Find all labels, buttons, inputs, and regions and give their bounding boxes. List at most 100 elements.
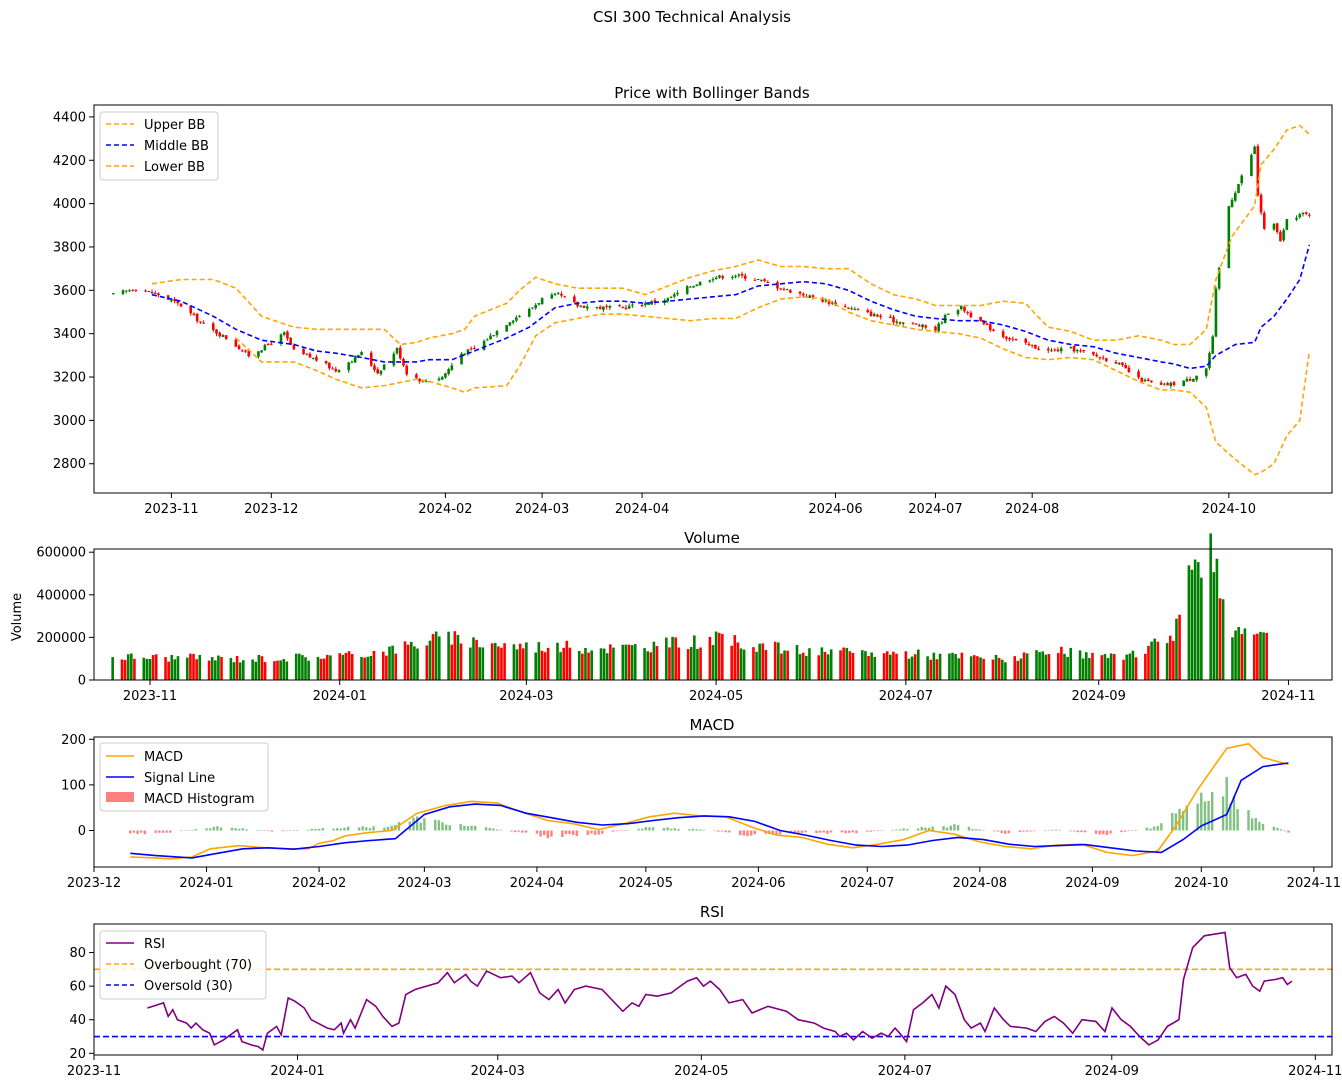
volume-bar bbox=[845, 647, 849, 680]
volume-bar bbox=[406, 644, 410, 680]
macd-histogram-bar bbox=[953, 824, 956, 831]
price-candle bbox=[618, 304, 621, 306]
volume-bar bbox=[1078, 650, 1082, 680]
p3-y-tick-label: 40 bbox=[69, 1013, 86, 1028]
price-candle bbox=[247, 350, 251, 357]
macd-histogram-bar bbox=[194, 829, 197, 831]
volume-bar bbox=[786, 650, 789, 680]
price-candle bbox=[585, 306, 589, 309]
macd-histogram-bar bbox=[1054, 829, 1058, 831]
volume-bar bbox=[1196, 562, 1200, 680]
macd-histogram-bar bbox=[241, 828, 245, 831]
price-candle bbox=[847, 307, 850, 309]
volume-bar bbox=[1240, 633, 1244, 680]
volume-bar bbox=[717, 632, 721, 680]
volume-bar bbox=[1215, 558, 1219, 680]
price-candle bbox=[1217, 268, 1221, 289]
price-candle bbox=[776, 282, 779, 289]
price-candle bbox=[921, 324, 924, 328]
macd-histogram-bar bbox=[317, 828, 321, 831]
p1-x-tick-label: 2024-03 bbox=[499, 689, 553, 704]
volume-bar bbox=[456, 634, 460, 680]
legend-middle-bb: Middle BB bbox=[144, 139, 209, 154]
macd-histogram-bar bbox=[179, 830, 183, 832]
volume-bar bbox=[904, 651, 908, 680]
volume-bar bbox=[1165, 643, 1169, 680]
macd-histogram-bar bbox=[1007, 830, 1011, 834]
volume-bar bbox=[207, 660, 211, 680]
price-candle bbox=[482, 340, 486, 350]
macd-histogram-bar bbox=[855, 830, 858, 834]
legend-signal-line: Signal Line bbox=[144, 771, 215, 786]
volume-bar bbox=[385, 655, 388, 680]
volume-bar bbox=[251, 659, 254, 680]
price-candle bbox=[785, 289, 789, 291]
volume-bar bbox=[167, 661, 170, 680]
p1-x-tick-label: 2024-05 bbox=[689, 689, 743, 704]
macd-histogram-bar bbox=[724, 830, 727, 833]
price-candle bbox=[241, 350, 244, 352]
volume-y-axis-label: Volume bbox=[10, 593, 25, 641]
macd-histogram-bar bbox=[800, 830, 804, 833]
price-candle bbox=[360, 352, 363, 355]
volume-bar bbox=[926, 656, 929, 680]
price-candle bbox=[1195, 375, 1198, 380]
p0-y-tick-label: 3600 bbox=[53, 284, 86, 299]
macd-histogram-bar bbox=[891, 829, 894, 831]
volume-bar bbox=[145, 659, 149, 680]
volume-bar bbox=[186, 657, 189, 680]
volume-bar bbox=[1193, 559, 1197, 680]
volume-bar bbox=[347, 651, 351, 680]
macd-histogram-bar bbox=[448, 825, 451, 831]
price-candle bbox=[1298, 214, 1302, 218]
p2-x-tick-label: 2024-06 bbox=[731, 876, 785, 891]
price-candle bbox=[756, 279, 760, 281]
price-candle bbox=[1092, 351, 1095, 355]
price-candle bbox=[466, 349, 470, 354]
price-candle bbox=[486, 339, 489, 341]
volume-bar bbox=[889, 654, 892, 680]
volume-bar bbox=[450, 644, 454, 680]
price-candle bbox=[234, 339, 238, 347]
price-candle bbox=[685, 286, 689, 294]
price-candle bbox=[734, 275, 737, 277]
legend-macd-histogram: MACD Histogram bbox=[144, 792, 255, 807]
price-candle bbox=[331, 368, 334, 370]
volume-bar bbox=[752, 647, 755, 680]
price-candle bbox=[579, 305, 583, 307]
p0-y-tick-label: 4400 bbox=[53, 110, 86, 125]
volume-plot-frame bbox=[93, 548, 1333, 681]
volume-bar bbox=[434, 631, 438, 680]
volume-bar bbox=[416, 648, 419, 680]
price-candle bbox=[279, 334, 283, 344]
macd-histogram-bar bbox=[699, 829, 702, 831]
volume-bar bbox=[1221, 599, 1225, 680]
macd-histogram-bar bbox=[967, 826, 971, 831]
macd-histogram-bar bbox=[419, 822, 422, 831]
price-candle bbox=[337, 370, 341, 373]
macd-histogram-bar bbox=[931, 826, 934, 831]
price-candle bbox=[966, 312, 969, 314]
price-candle bbox=[550, 294, 554, 299]
volume-bar bbox=[366, 656, 370, 680]
price-candle bbox=[621, 306, 625, 308]
price-candle bbox=[737, 274, 741, 276]
volume-bar bbox=[1112, 654, 1116, 680]
volume-bar bbox=[873, 656, 877, 680]
volume-bar bbox=[260, 656, 264, 680]
volume-bar bbox=[282, 659, 286, 680]
macd-histogram-bar bbox=[644, 827, 648, 831]
macd-histogram-bar bbox=[158, 830, 161, 833]
macd-histogram-bar bbox=[521, 830, 524, 833]
price-candle bbox=[1127, 367, 1131, 373]
legend-upper-bb: Upper BB bbox=[144, 118, 205, 133]
legend-lower-bb: Lower BB bbox=[144, 160, 205, 175]
price-candle bbox=[505, 325, 508, 332]
macd-histogram-bar bbox=[1232, 796, 1236, 831]
volume-bar bbox=[217, 655, 220, 680]
macd-histogram-bar bbox=[1134, 829, 1138, 831]
macd-panel: MACD 2023-12 2024-01 2024-02 2024-03 2024-04… bbox=[61, 716, 1341, 891]
price-candle bbox=[940, 322, 944, 324]
volume-bar bbox=[882, 653, 886, 680]
macd-histogram-bar bbox=[851, 830, 854, 833]
